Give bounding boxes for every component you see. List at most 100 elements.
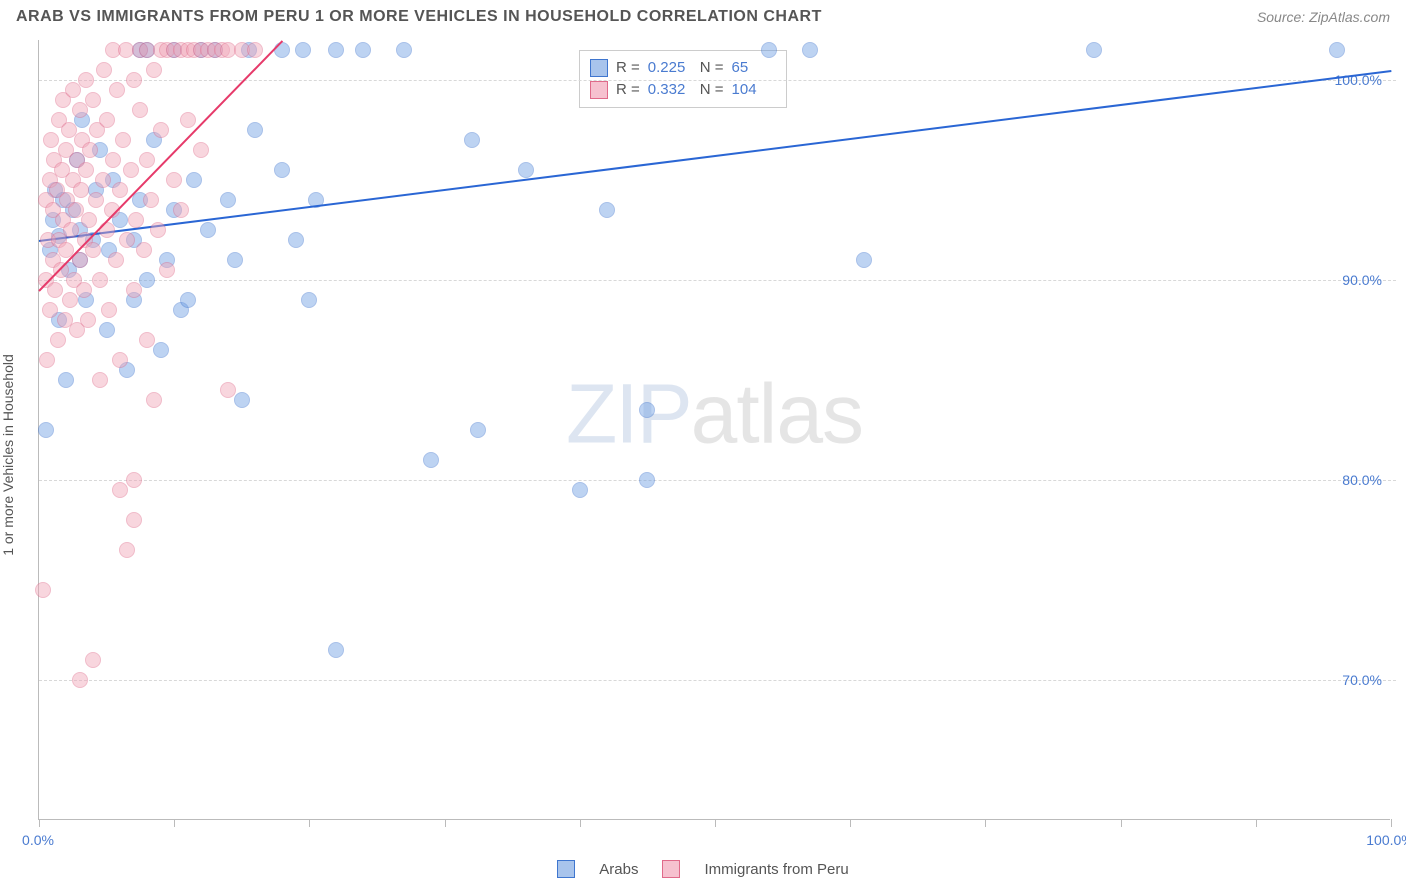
xtick (580, 819, 581, 827)
scatter-point (85, 242, 101, 258)
xtick (715, 819, 716, 827)
scatter-point (234, 392, 250, 408)
info-n-label-1: N = (700, 79, 724, 101)
info-swatch-0 (590, 59, 608, 77)
scatter-point (143, 192, 159, 208)
info-n-val-1: 104 (732, 79, 776, 101)
info-r-val-0: 0.225 (648, 57, 692, 79)
plot-area: ZIPatlas R = 0.225 N = 65 R = 0.332 N = … (38, 40, 1390, 820)
scatter-point (80, 312, 96, 328)
info-n-label-0: N = (700, 57, 724, 79)
watermark-zip: ZIP (566, 366, 691, 460)
scatter-point (328, 42, 344, 58)
scatter-point (119, 232, 135, 248)
scatter-point (227, 252, 243, 268)
scatter-point (105, 152, 121, 168)
scatter-point (153, 122, 169, 138)
bottom-legend: Arabs Immigrants from Peru (0, 860, 1406, 878)
scatter-point (35, 582, 51, 598)
xtick (39, 819, 40, 827)
scatter-point (58, 372, 74, 388)
scatter-point (180, 112, 196, 128)
gridline-h (39, 680, 1396, 681)
scatter-point (247, 42, 263, 58)
scatter-point (146, 392, 162, 408)
xtick-label: 100.0% (1366, 832, 1406, 848)
xtick (1256, 819, 1257, 827)
legend-label-0: Arabs (599, 861, 638, 878)
scatter-point (139, 272, 155, 288)
scatter-point (132, 102, 148, 118)
scatter-point (274, 162, 290, 178)
scatter-point (126, 282, 142, 298)
chart-wrapper: 1 or more Vehicles in Household ZIPatlas… (0, 30, 1406, 880)
scatter-point (81, 212, 97, 228)
scatter-point (139, 152, 155, 168)
scatter-point (112, 352, 128, 368)
xtick (445, 819, 446, 827)
info-row-1: R = 0.332 N = 104 (590, 79, 776, 101)
scatter-point (200, 222, 216, 238)
xtick (174, 819, 175, 827)
gridline-h (39, 480, 1396, 481)
scatter-point (761, 42, 777, 58)
scatter-point (1329, 42, 1345, 58)
scatter-point (126, 512, 142, 528)
scatter-point (126, 72, 142, 88)
scatter-point (599, 202, 615, 218)
scatter-point (88, 192, 104, 208)
scatter-point (62, 292, 78, 308)
source-label: Source: ZipAtlas.com (1257, 9, 1390, 25)
title-bar: ARAB VS IMMIGRANTS FROM PERU 1 OR MORE V… (0, 0, 1406, 30)
info-r-label-1: R = (616, 79, 640, 101)
scatter-point (47, 282, 63, 298)
xtick (1121, 819, 1122, 827)
scatter-point (96, 62, 112, 78)
scatter-point (50, 332, 66, 348)
scatter-point (39, 352, 55, 368)
legend-swatch-0 (557, 860, 575, 878)
scatter-point (328, 642, 344, 658)
scatter-point (173, 202, 189, 218)
info-r-val-1: 0.332 (648, 79, 692, 101)
scatter-point (38, 422, 54, 438)
scatter-point (109, 82, 125, 98)
scatter-point (159, 262, 175, 278)
scatter-point (72, 102, 88, 118)
scatter-point (78, 72, 94, 88)
scatter-point (139, 332, 155, 348)
correlation-info-box: R = 0.225 N = 65 R = 0.332 N = 104 (579, 50, 787, 108)
legend-swatch-1 (662, 860, 680, 878)
scatter-point (72, 672, 88, 688)
xtick (850, 819, 851, 827)
scatter-point (186, 172, 202, 188)
scatter-point (470, 422, 486, 438)
scatter-point (92, 272, 108, 288)
scatter-point (153, 342, 169, 358)
scatter-point (572, 482, 588, 498)
scatter-point (126, 472, 142, 488)
chart-title: ARAB VS IMMIGRANTS FROM PERU 1 OR MORE V… (16, 8, 822, 26)
info-swatch-1 (590, 81, 608, 99)
xtick (985, 819, 986, 827)
scatter-point (146, 62, 162, 78)
ytick-label: 90.0% (1342, 272, 1382, 288)
scatter-point (639, 402, 655, 418)
scatter-point (112, 182, 128, 198)
scatter-point (150, 222, 166, 238)
scatter-point (295, 42, 311, 58)
scatter-point (128, 212, 144, 228)
y-axis-label: 1 or more Vehicles in Household (0, 354, 16, 556)
scatter-point (73, 182, 89, 198)
scatter-point (42, 302, 58, 318)
scatter-point (856, 252, 872, 268)
scatter-point (99, 112, 115, 128)
watermark-atlas: atlas (691, 366, 863, 460)
info-row-0: R = 0.225 N = 65 (590, 57, 776, 79)
scatter-point (92, 372, 108, 388)
scatter-point (136, 242, 152, 258)
scatter-point (65, 82, 81, 98)
scatter-point (101, 302, 117, 318)
scatter-point (639, 472, 655, 488)
watermark: ZIPatlas (566, 365, 863, 462)
